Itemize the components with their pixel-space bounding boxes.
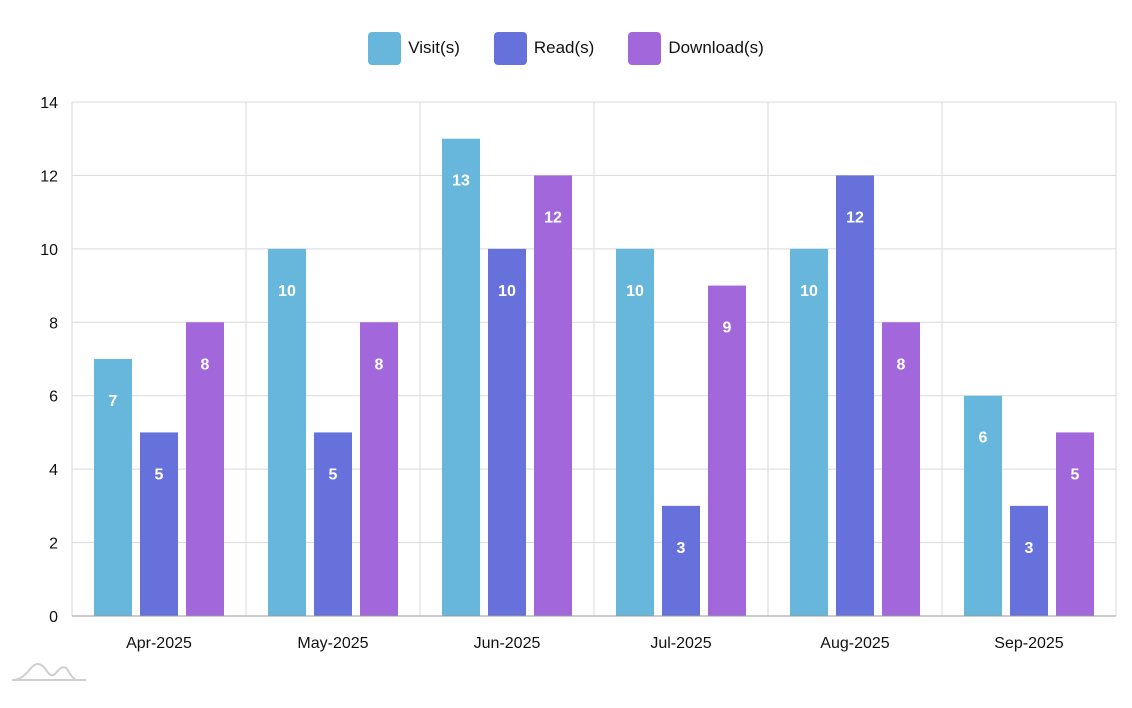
bar[interactable] [94,359,132,616]
bar[interactable] [360,322,398,616]
y-tick-label: 10 [40,242,58,259]
y-tick-label: 2 [49,536,58,553]
x-tick-label: Jul-2025 [650,635,711,652]
bar[interactable] [964,395,1002,616]
bar-value-label: 8 [375,356,384,373]
bar[interactable] [790,248,828,616]
bar-value-label: 10 [498,283,516,300]
x-tick-label: Sep-2025 [994,635,1063,652]
bar-value-label: 13 [452,173,470,190]
y-tick-label: 8 [49,315,58,332]
bar-value-label: 10 [800,283,818,300]
bar-value-label: 8 [897,356,906,373]
bar-value-label: 12 [846,209,864,226]
bar[interactable] [268,248,306,616]
bars [94,138,1094,616]
bar[interactable] [616,248,654,616]
y-tick-label: 6 [49,389,58,406]
x-tick-label: May-2025 [297,635,368,652]
bar-value-label: 5 [155,466,164,483]
legend-label-reads: Read(s) [533,38,595,57]
bar[interactable] [662,505,700,616]
bar[interactable] [140,432,178,616]
bar-value-label: 5 [1071,466,1080,483]
bar[interactable] [1056,432,1094,616]
legend-swatch-reads [493,31,527,65]
y-tick-label: 0 [49,609,58,626]
bar-value-label: 12 [544,209,562,226]
bar-labels: 7 5 8 10 5 8 13 10 12 10 3 9 10 12 8 6 3 5 [109,173,1080,557]
bar[interactable] [186,322,224,616]
legend-item-reads[interactable]: Read(s) [493,31,595,65]
legend-item-downloads[interactable]: Download(s) [628,31,764,65]
x-tick-label: Apr-2025 [126,635,192,652]
bar-value-label: 3 [1025,540,1034,557]
y-axis: 0 2 4 6 8 10 12 14 [40,95,58,626]
bar-value-label: 7 [109,393,118,410]
legend-label-downloads: Download(s) [668,38,764,57]
bar-value-label: 5 [329,466,338,483]
y-tick-label: 4 [49,462,58,479]
legend-item-visits[interactable]: Visit(s) [368,31,460,65]
legend-swatch-visits [368,31,402,65]
legend-label-visits: Visit(s) [408,38,460,57]
bar[interactable] [708,285,746,616]
bar-value-label: 8 [201,356,210,373]
bar[interactable] [1010,505,1048,616]
bar-value-label: 6 [979,430,988,447]
chart-logo-icon [12,662,86,681]
x-tick-label: Jun-2025 [474,635,541,652]
legend-swatch-downloads [628,31,662,65]
y-tick-label: 14 [40,95,58,112]
bar[interactable] [882,322,920,616]
bar-value-label: 9 [723,320,732,337]
y-tick-label: 12 [40,168,58,185]
bar[interactable] [534,175,572,616]
legend: Visit(s) Read(s) Download(s) [0,30,1132,66]
x-axis: Apr-2025 May-2025 Jun-2025 Jul-2025 Aug-2025… [72,615,1116,652]
bar-value-label: 10 [278,283,296,300]
x-tick-label: Aug-2025 [820,635,889,652]
bar[interactable] [836,175,874,616]
bar-value-label: 10 [626,283,644,300]
bar[interactable] [488,248,526,616]
bar[interactable] [314,432,352,616]
bar[interactable] [442,138,480,616]
bar-value-label: 3 [677,540,686,557]
grid [71,101,1117,617]
